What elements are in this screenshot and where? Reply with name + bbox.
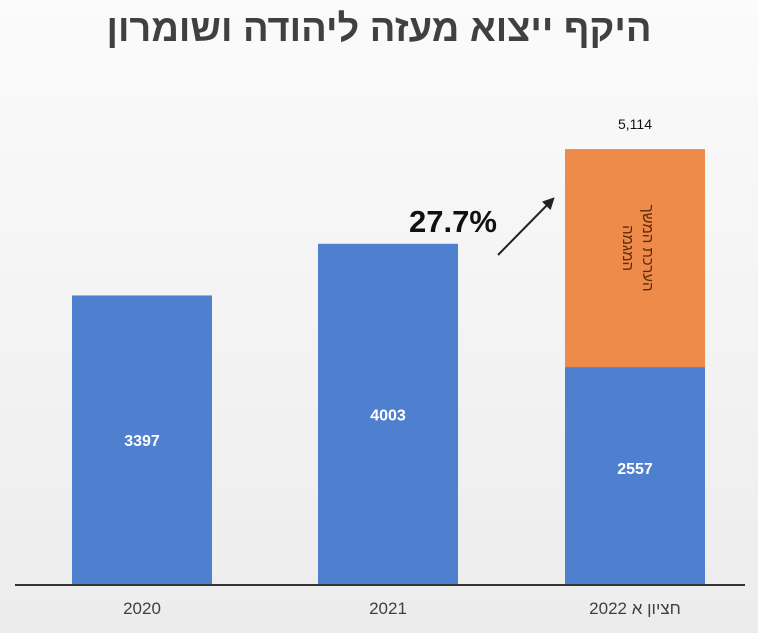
x-tick-label: 2021 [369, 599, 407, 618]
bar-estimate [565, 149, 705, 368]
bar-value-label: 4003 [370, 407, 406, 424]
total-label: 5,114 [618, 116, 652, 132]
bar-value-label: 2557 [617, 461, 653, 478]
bar-value-label: 3397 [124, 433, 160, 450]
bar-actual [318, 243, 458, 585]
bar-actual [72, 295, 212, 585]
bar-actual [565, 367, 705, 585]
chart-title: היקף ייצוא מעזה ליהודה ושומרון [106, 8, 652, 50]
growth-annotation: 27.7% [409, 204, 497, 239]
x-tick-label: 2020 [123, 599, 161, 618]
estimate-series-label: המגמה [619, 225, 636, 271]
x-tick-label: חציון א 2022 [589, 599, 681, 618]
growth-arrow [497, 197, 555, 256]
estimate-series-label: הערכת המשך [639, 205, 656, 292]
